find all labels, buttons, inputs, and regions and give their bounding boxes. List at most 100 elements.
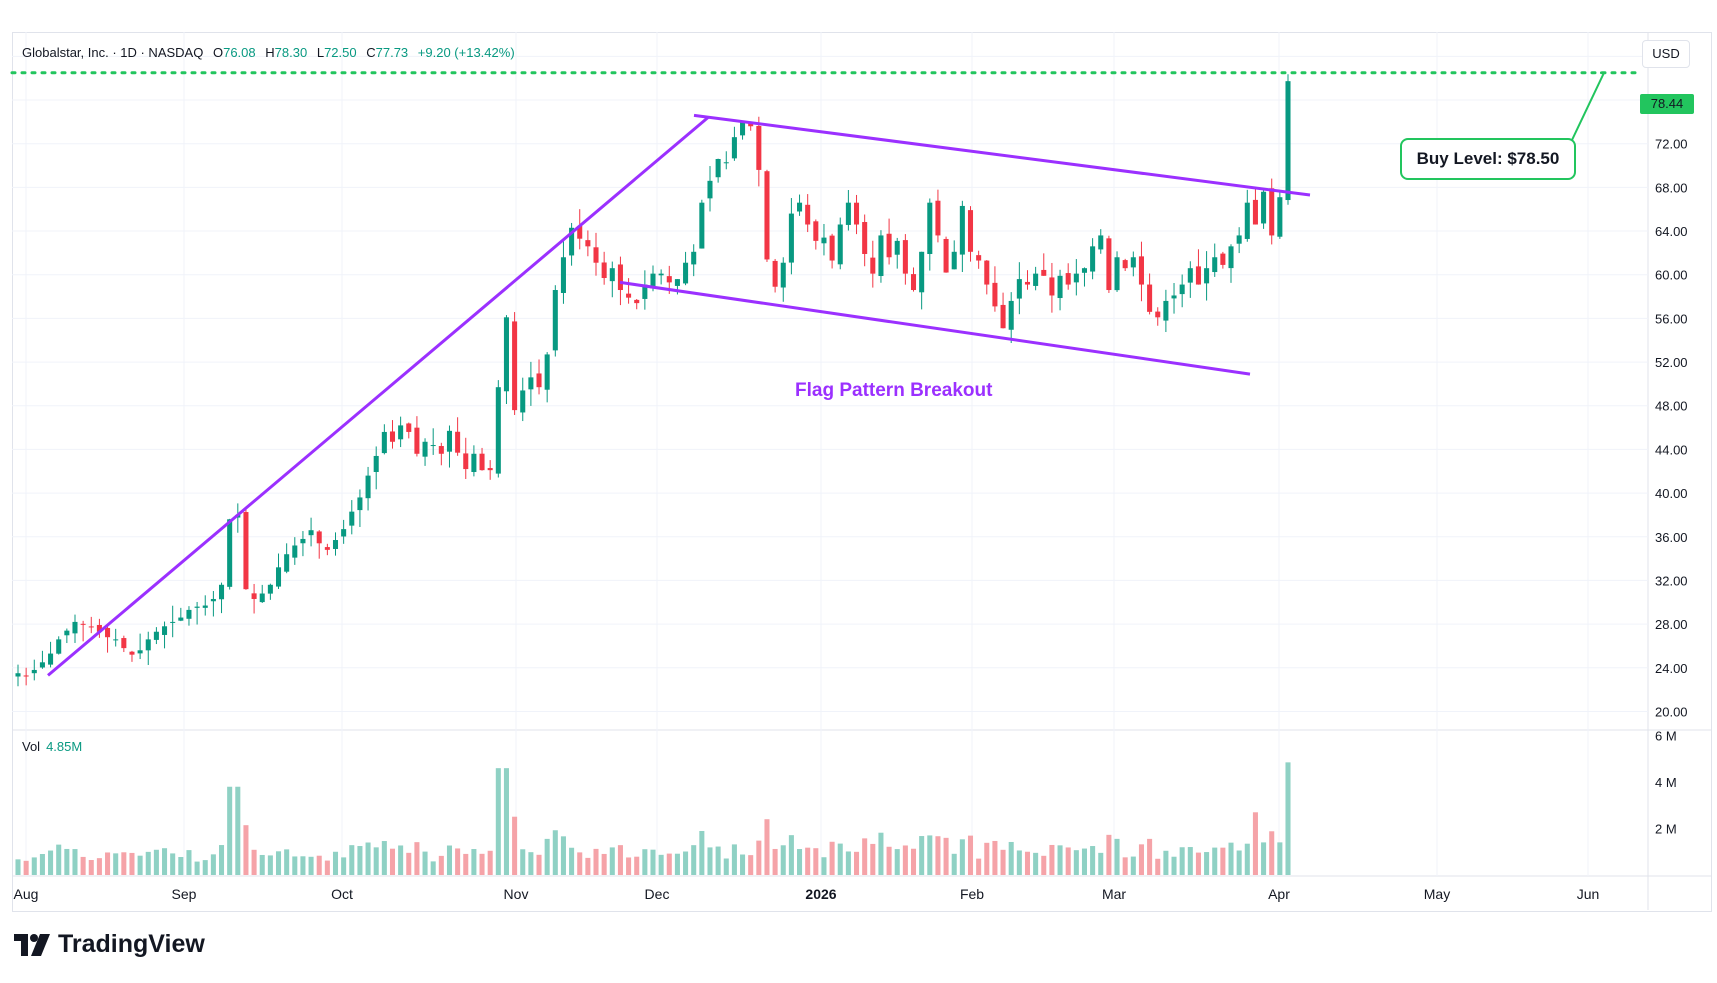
volume-bar bbox=[414, 842, 420, 875]
volume-bar bbox=[805, 847, 811, 875]
candle-body bbox=[438, 446, 444, 454]
volume-bar bbox=[1147, 838, 1153, 875]
buy-level-callout[interactable]: Buy Level: $78.50 bbox=[1400, 138, 1576, 180]
candle-body bbox=[593, 247, 599, 263]
volume-bar bbox=[365, 842, 371, 875]
volume-bar bbox=[1081, 848, 1087, 875]
time-tick-label: Mar bbox=[1102, 886, 1126, 902]
candle-body bbox=[723, 162, 729, 164]
volume-bar bbox=[446, 845, 452, 875]
volume-bar bbox=[227, 786, 233, 875]
candle-body bbox=[446, 430, 452, 452]
volume-bar bbox=[764, 819, 770, 875]
volume-bar bbox=[243, 825, 249, 875]
low-value: 72.50 bbox=[324, 45, 357, 60]
volume-bar bbox=[406, 852, 412, 875]
candle-body bbox=[976, 255, 982, 261]
volume-bar bbox=[780, 845, 786, 875]
volume-bar bbox=[357, 846, 363, 875]
volume-bar bbox=[845, 851, 851, 875]
candle-body bbox=[829, 235, 835, 261]
tradingview-logo[interactable]: TradingView bbox=[14, 930, 205, 959]
candle-body bbox=[927, 202, 933, 255]
candle-body bbox=[227, 519, 233, 587]
volume-bar bbox=[1016, 850, 1022, 875]
volume-bar bbox=[194, 861, 200, 875]
volume-bar bbox=[23, 860, 29, 875]
volume-tick-label: 4 M bbox=[1655, 775, 1677, 790]
candle-body bbox=[1236, 235, 1242, 244]
volume-bar bbox=[479, 853, 485, 875]
volume-bar bbox=[1252, 812, 1258, 875]
candle-body bbox=[259, 593, 265, 603]
callout-pointer bbox=[1571, 71, 1606, 141]
volume-bar bbox=[788, 835, 794, 875]
candle-body bbox=[316, 531, 322, 544]
volume-bar bbox=[593, 848, 599, 875]
candle-body bbox=[699, 202, 705, 249]
candle-body bbox=[797, 202, 803, 212]
candle-body bbox=[56, 639, 62, 654]
volume-bar bbox=[121, 852, 127, 875]
candle-body bbox=[275, 567, 282, 587]
volume-bar bbox=[1285, 762, 1291, 875]
volume-bar bbox=[609, 847, 615, 875]
candle-body bbox=[577, 225, 583, 239]
candle-body bbox=[332, 540, 339, 549]
candle-body bbox=[536, 373, 542, 388]
candle-body bbox=[1277, 197, 1283, 237]
volume-bar bbox=[1049, 844, 1055, 875]
candle-body bbox=[389, 431, 396, 442]
candle-body bbox=[544, 354, 550, 390]
volume-bar bbox=[80, 856, 86, 875]
volume-bar bbox=[854, 851, 860, 875]
price-tick-label: 44.00 bbox=[1655, 442, 1688, 457]
volume-bar bbox=[797, 849, 803, 875]
volume-bar bbox=[691, 845, 697, 875]
candle-body bbox=[96, 624, 102, 632]
candle-body bbox=[1220, 253, 1226, 265]
candle-body bbox=[1106, 238, 1112, 291]
candle-body bbox=[984, 260, 990, 285]
volume-bar bbox=[919, 836, 925, 875]
price-tick-label: 60.00 bbox=[1655, 268, 1688, 283]
candle-body bbox=[1122, 260, 1128, 269]
volume-bar bbox=[870, 843, 876, 875]
volume-bar bbox=[1163, 850, 1169, 875]
candle-body bbox=[1090, 246, 1096, 272]
candle-body bbox=[1057, 275, 1063, 299]
volume-bar bbox=[910, 848, 917, 875]
volume-bar bbox=[723, 858, 729, 875]
last-price-tag: 78.44 bbox=[1640, 94, 1694, 114]
candle-body bbox=[72, 621, 78, 634]
volume-bar bbox=[487, 850, 493, 875]
candle-body bbox=[31, 669, 37, 674]
candle-body bbox=[430, 445, 436, 447]
volume-bar bbox=[951, 853, 957, 875]
price-tick-label: 24.00 bbox=[1655, 661, 1688, 676]
candle-body bbox=[406, 423, 412, 432]
candle-body bbox=[1138, 256, 1144, 285]
candle-body bbox=[137, 650, 143, 654]
tradingview-wordmark: TradingView bbox=[58, 930, 205, 958]
candle-body bbox=[1073, 273, 1079, 283]
volume-tick-label: 2 M bbox=[1655, 822, 1677, 837]
candle-body bbox=[1285, 81, 1291, 201]
volume-bar bbox=[1106, 834, 1112, 875]
candle-body bbox=[854, 202, 860, 225]
currency-button[interactable]: USD bbox=[1642, 40, 1690, 68]
volume-bar bbox=[1236, 850, 1242, 875]
candle-body bbox=[1147, 284, 1153, 312]
candle-body bbox=[1130, 257, 1136, 268]
volume-bar bbox=[976, 858, 982, 875]
volume-bar bbox=[601, 853, 607, 875]
volume-bar bbox=[1130, 856, 1136, 875]
candle-body bbox=[210, 598, 216, 602]
volume-bar bbox=[1065, 847, 1071, 875]
candle-body bbox=[1000, 304, 1006, 329]
flag-pattern-label[interactable]: Flag Pattern Breakout bbox=[795, 380, 993, 401]
candle-body bbox=[772, 260, 778, 287]
volume-bar bbox=[422, 851, 428, 875]
candle-body bbox=[560, 257, 566, 293]
